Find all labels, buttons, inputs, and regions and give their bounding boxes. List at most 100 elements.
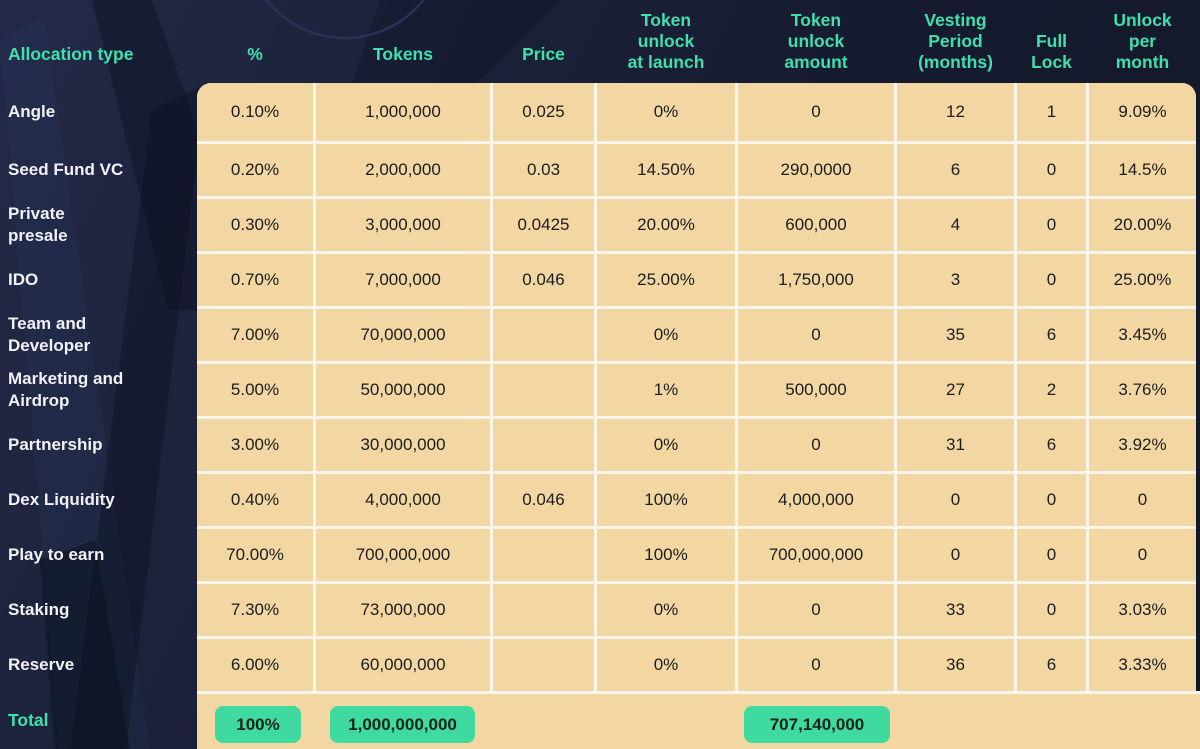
table-cell: 2 (1017, 364, 1086, 416)
table-cell: 31 (897, 419, 1014, 471)
table-cell: 0 (1017, 254, 1086, 306)
table-cell: 1 (1017, 83, 1086, 141)
table-cell: 36 (897, 639, 1014, 691)
table-cell: 60,000,000 (316, 639, 490, 691)
table-cell: 50,000,000 (316, 364, 490, 416)
column-header-allocation-type: Allocation type (8, 44, 134, 64)
table-cell: 0% (597, 584, 735, 636)
table-cell: 6 (1017, 309, 1086, 361)
table-cell: 0% (597, 419, 735, 471)
table-cell: 7,000,000 (316, 254, 490, 306)
table-cell: 700,000,000 (738, 529, 894, 581)
row-label: Marketing and Airdrop (8, 369, 124, 410)
total-unlock-amount-badge: 707,140,000 (744, 706, 890, 743)
table-cell: 0 (738, 309, 894, 361)
table-cell: 20.00% (597, 199, 735, 251)
table-cell: 0.10% (197, 83, 313, 141)
table-cell: 0.40% (197, 474, 313, 526)
table-cell: 25.00% (1089, 254, 1196, 306)
table-cell (493, 364, 594, 416)
table-cell: 0 (1017, 199, 1086, 251)
row-label: IDO (8, 270, 39, 289)
table-cell: 3.76% (1089, 364, 1196, 416)
column-header-full-lock: Full Lock (1031, 31, 1072, 72)
table-cell (493, 529, 594, 581)
table-cell (493, 639, 594, 691)
table-cell: 35 (897, 309, 1014, 361)
table-cell: 700,000,000 (316, 529, 490, 581)
table-cell: 0% (597, 83, 735, 141)
row-label: Dex Liquidity (8, 490, 115, 509)
table-cell: 4,000,000 (738, 474, 894, 526)
row-label-rail: Angle Seed Fund VC Private presale IDO Team … (8, 83, 186, 691)
table-cell: 3.45% (1089, 309, 1196, 361)
table-cell: 0.046 (493, 474, 594, 526)
table-cell: 1% (597, 364, 735, 416)
total-row-label: Total (8, 709, 49, 730)
table-cell: 3.33% (1089, 639, 1196, 691)
table-cell: 3 (897, 254, 1014, 306)
total-tokens-badge: 1,000,000,000 (330, 706, 475, 743)
table-cell: 9.09% (1089, 83, 1196, 141)
table-cell: 30,000,000 (316, 419, 490, 471)
row-label: Staking (8, 600, 70, 619)
table-cell: 3,000,000 (316, 199, 490, 251)
table-cell: 100% (597, 474, 735, 526)
table-cell: 0 (1017, 474, 1086, 526)
table-cell: 1,000,000 (316, 83, 490, 141)
table-cell: 3.00% (197, 419, 313, 471)
table-cell: 0 (1017, 529, 1086, 581)
table-cell: 0 (738, 584, 894, 636)
column-header-vesting-period: Vesting Period (months) (918, 10, 993, 72)
column-header-unlock-amount: Token unlock amount (784, 10, 848, 72)
table-cell: 0 (1017, 584, 1086, 636)
table-cell: 0.30% (197, 199, 313, 251)
table-cell: 0% (597, 309, 735, 361)
table-cell: 14.50% (597, 144, 735, 196)
table-cell: 0 (897, 529, 1014, 581)
table-cell: 25.00% (597, 254, 735, 306)
column-header-unlock-at-launch: Token unlock at launch (627, 10, 705, 72)
table-cell (493, 419, 594, 471)
table-cell: 0 (1017, 144, 1086, 196)
table-cell: 70,000,000 (316, 309, 490, 361)
table-cell: 2,000,000 (316, 144, 490, 196)
table-cell: 0.025 (493, 83, 594, 141)
table-cell: 6 (1017, 639, 1086, 691)
column-header-percent: % (247, 44, 263, 64)
table-cell: 290,0000 (738, 144, 894, 196)
table-cell: 7.30% (197, 584, 313, 636)
table-cell: 0.0425 (493, 199, 594, 251)
table-cell: 0 (1089, 529, 1196, 581)
table-cell: 7.00% (197, 309, 313, 361)
row-label: Angle (8, 102, 56, 121)
table-cell: 0.046 (493, 254, 594, 306)
table-cell: 70.00% (197, 529, 313, 581)
table-cell: 0.70% (197, 254, 313, 306)
table-cell: 14.5% (1089, 144, 1196, 196)
row-label: Partnership (8, 435, 103, 454)
table-cell: 5.00% (197, 364, 313, 416)
table-cell: 600,000 (738, 199, 894, 251)
total-percent-badge: 100% (215, 706, 301, 743)
table-cell: 0.03 (493, 144, 594, 196)
table-cell: 3.92% (1089, 419, 1196, 471)
row-label: Reserve (8, 655, 75, 674)
column-header-unlock-per-month: Unlock per month (1113, 10, 1172, 72)
allocation-table-body: 0.10% 1,000,000 0.025 0% 0 12 1 9.09% 0.20% 2,000… (197, 83, 1196, 691)
table-cell: 0 (738, 419, 894, 471)
row-label: Play to earn (8, 545, 105, 564)
table-cell: 33 (897, 584, 1014, 636)
row-label: Private presale (8, 204, 68, 245)
table-cell: 0 (897, 474, 1014, 526)
total-row: 100% 1,000,000,000 707,140,000 (197, 691, 1200, 749)
table-cell: 12 (897, 83, 1014, 141)
table-cell: 100% (597, 529, 735, 581)
table-cell: 6.00% (197, 639, 313, 691)
row-label: Seed Fund VC (8, 160, 124, 179)
table-cell: 0 (1089, 474, 1196, 526)
table-cell (493, 584, 594, 636)
table-cell: 4,000,000 (316, 474, 490, 526)
table-cell: 3.03% (1089, 584, 1196, 636)
